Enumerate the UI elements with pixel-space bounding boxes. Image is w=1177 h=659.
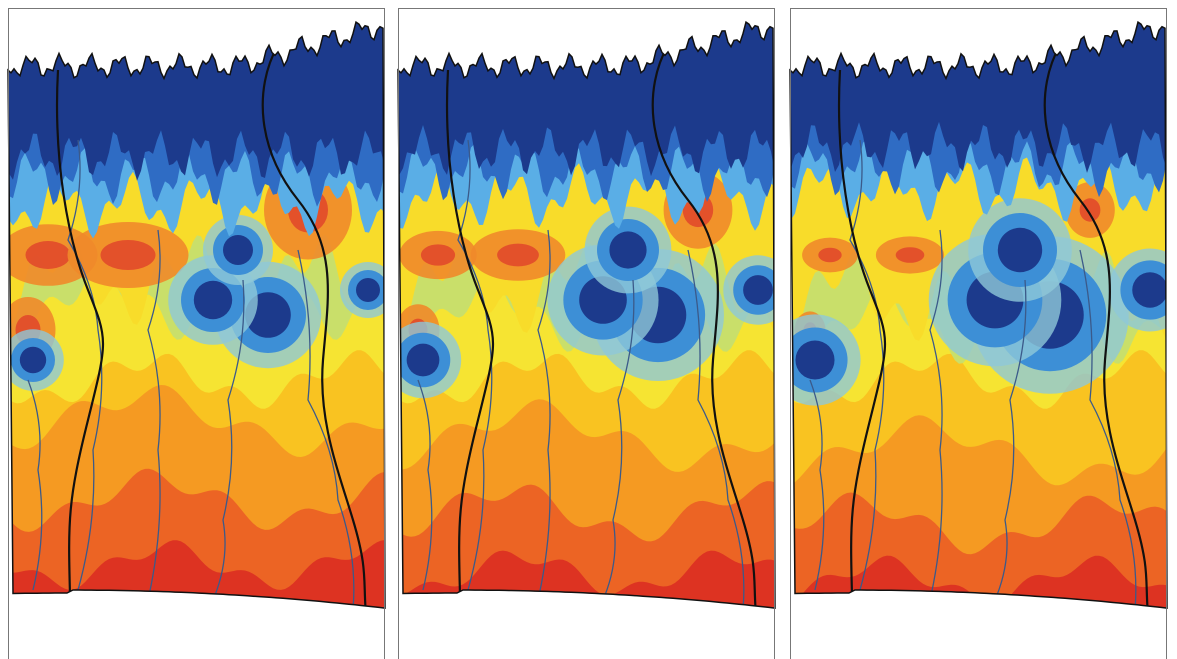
cold-zone (194, 281, 232, 319)
cold-zone (1132, 272, 1168, 308)
cold-zone (795, 340, 834, 379)
hot-zone (26, 241, 71, 269)
cold-zone (356, 278, 380, 302)
hot-zone (101, 240, 156, 270)
hot-zone (896, 247, 925, 263)
map-panel (385, 0, 793, 659)
land (385, 0, 793, 659)
cold-zone (609, 231, 646, 268)
land (0, 0, 396, 659)
cold-zone (20, 347, 46, 373)
cold-zone (223, 235, 253, 265)
land (769, 0, 1177, 659)
hot-zone (497, 244, 539, 267)
cold-zone (407, 344, 440, 377)
hot-zone (818, 248, 841, 263)
map-panels (0, 0, 1177, 659)
page: {} (() => { const svg = document.getElem… (0, 0, 1177, 659)
hot-zone (421, 244, 455, 265)
cold-zone (743, 275, 773, 305)
map-panel (769, 0, 1177, 659)
map-panel (0, 0, 396, 659)
cold-zone (998, 228, 1042, 272)
